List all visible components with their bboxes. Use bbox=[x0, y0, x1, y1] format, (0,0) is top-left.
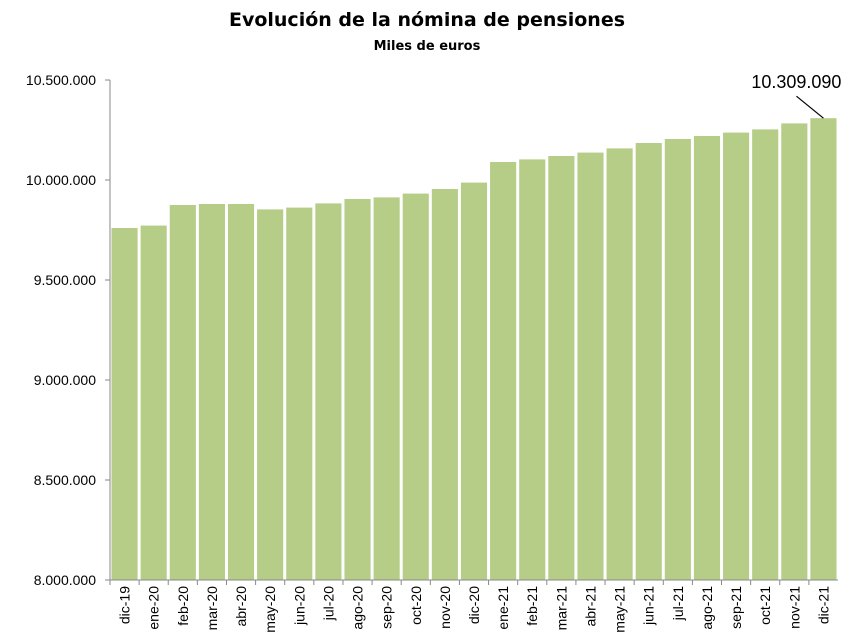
x-tick-label: nov-20 bbox=[437, 586, 453, 629]
bar-jun-21 bbox=[635, 143, 662, 580]
x-tick-label: oct-21 bbox=[757, 586, 773, 625]
x-tick-label: ago-21 bbox=[699, 586, 715, 630]
bar-jun-20 bbox=[286, 207, 313, 580]
x-tick-label: mar-21 bbox=[553, 586, 569, 631]
annotation-label: 10.309.090 bbox=[751, 72, 841, 92]
bar-jul-21 bbox=[664, 139, 691, 580]
bar-mar-21 bbox=[548, 156, 575, 580]
bar-may-21 bbox=[606, 148, 633, 580]
x-tick-label: nov-21 bbox=[786, 586, 802, 629]
bar-nov-21 bbox=[781, 123, 808, 581]
chart-title: Evolución de la nómina de pensiones bbox=[229, 9, 625, 31]
y-tick-label: 10.500.000 bbox=[26, 72, 96, 88]
x-tick-label: jul-20 bbox=[320, 586, 336, 621]
bar-feb-20 bbox=[169, 205, 196, 580]
x-tick-label: dic-20 bbox=[466, 586, 482, 624]
bar-feb-21 bbox=[519, 159, 546, 580]
y-axis: 8.000.000 8.500.000 9.000.000 9.500.000 10.0… bbox=[26, 72, 111, 588]
y-tick-label: 8.500.000 bbox=[34, 472, 96, 488]
bar-mar-20 bbox=[198, 204, 225, 580]
y-tick-label: 8.000.000 bbox=[34, 572, 96, 588]
x-tick-label: sep-21 bbox=[728, 586, 744, 629]
bar-dic-19 bbox=[111, 228, 138, 580]
bar-oct-20 bbox=[402, 193, 429, 580]
x-tick-label: feb-21 bbox=[524, 586, 540, 626]
x-tick-label: jun-20 bbox=[291, 586, 307, 626]
y-tick-label: 9.500.000 bbox=[34, 272, 96, 288]
y-tick-label: 10.000.000 bbox=[26, 172, 96, 188]
x-tick-label: abr-20 bbox=[233, 586, 249, 627]
x-tick-label: dic-19 bbox=[117, 586, 133, 624]
bar-ene-20 bbox=[140, 225, 167, 580]
bar-nov-20 bbox=[431, 189, 458, 580]
x-tick-label: feb-20 bbox=[175, 586, 191, 626]
x-tick-label: ene-21 bbox=[495, 586, 511, 630]
bar-oct-21 bbox=[752, 129, 779, 580]
x-tick-label: ago-20 bbox=[350, 586, 366, 630]
bar-ago-21 bbox=[693, 136, 721, 580]
x-tick-label: mar-20 bbox=[204, 586, 220, 631]
bar-ene-21 bbox=[490, 162, 517, 580]
bar-dic-20 bbox=[460, 182, 488, 580]
annotation: 10.309.090 bbox=[751, 72, 841, 119]
bar-jul-20 bbox=[315, 203, 342, 580]
bars bbox=[111, 118, 837, 581]
bar-may-20 bbox=[257, 209, 284, 580]
bar-sep-21 bbox=[723, 132, 750, 580]
x-tick-label: jul-21 bbox=[670, 586, 686, 621]
x-tick-label: dic-21 bbox=[815, 586, 831, 624]
x-tick-label: may-20 bbox=[262, 586, 278, 633]
chart-subtitle: Miles de euros bbox=[374, 39, 481, 54]
x-tick-label: sep-20 bbox=[379, 586, 395, 629]
annotation-leader-line bbox=[796, 95, 824, 119]
x-axis: dic-19 ene-20 feb-20 mar-20 abr-20 may-20 jun-… bbox=[109, 579, 838, 633]
bar-sep-20 bbox=[373, 197, 400, 580]
x-tick-label: jun-21 bbox=[641, 586, 657, 626]
bar-dic-21 bbox=[810, 118, 837, 580]
bar-ago-20 bbox=[344, 199, 371, 580]
x-tick-label: oct-20 bbox=[408, 586, 424, 625]
bar-abr-21 bbox=[577, 152, 604, 580]
x-tick-label: may-21 bbox=[612, 586, 628, 633]
x-tick-label: abr-21 bbox=[582, 586, 598, 627]
x-tick-label: ene-20 bbox=[146, 586, 162, 630]
bar-abr-20 bbox=[227, 204, 255, 580]
y-tick-label: 9.000.000 bbox=[34, 372, 96, 388]
